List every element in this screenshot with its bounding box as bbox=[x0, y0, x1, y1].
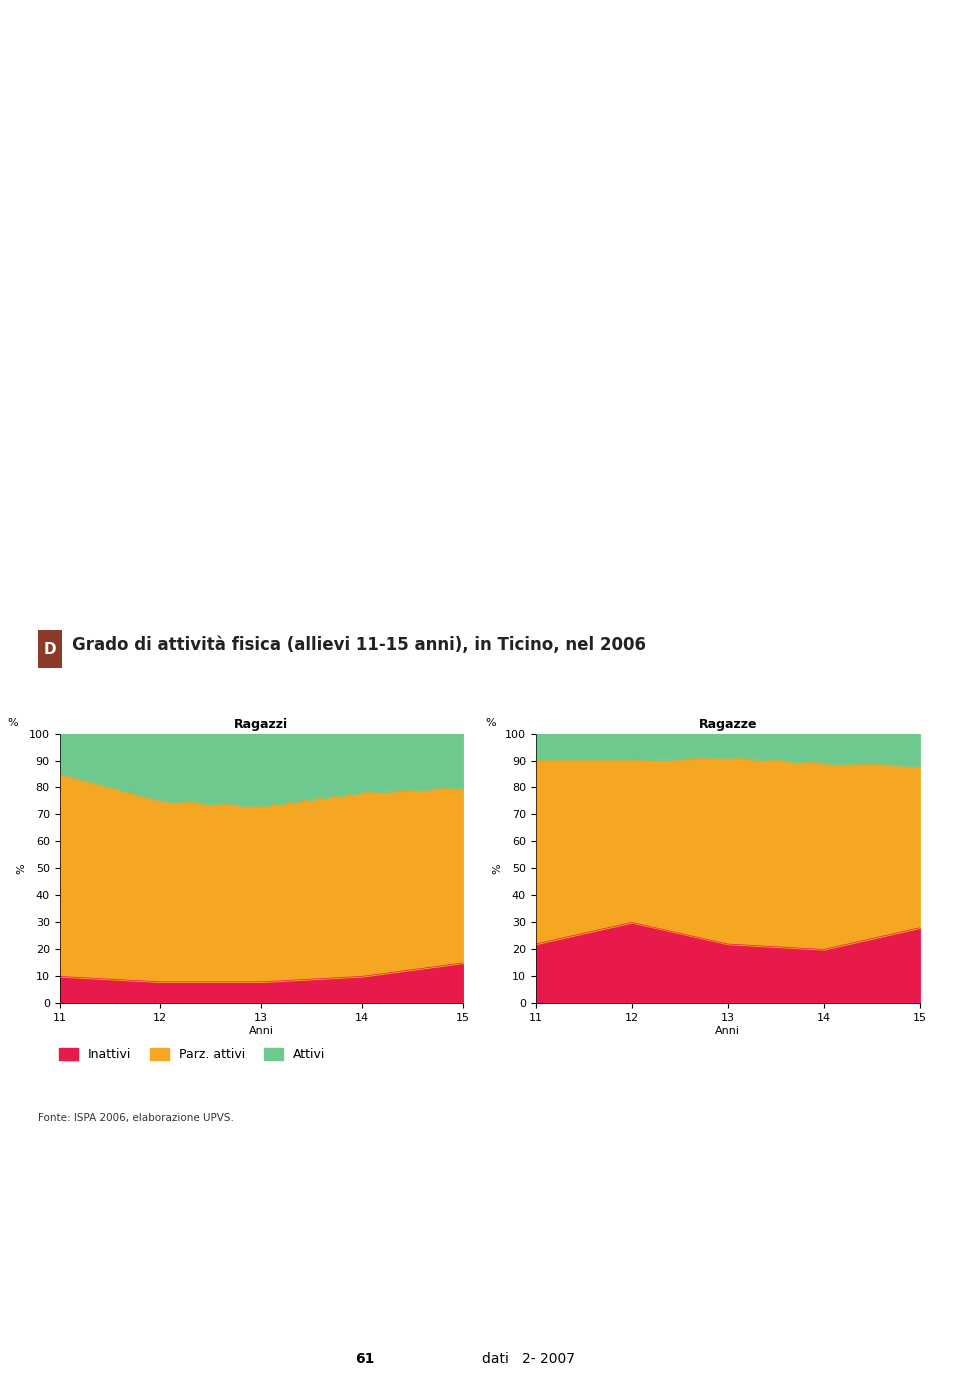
Text: %: % bbox=[7, 718, 17, 728]
Title: Ragazze: Ragazze bbox=[699, 718, 756, 731]
X-axis label: Anni: Anni bbox=[715, 1026, 740, 1035]
X-axis label: Anni: Anni bbox=[249, 1026, 274, 1035]
Legend: Inattivi, Parz. attivi, Attivi: Inattivi, Parz. attivi, Attivi bbox=[55, 1044, 330, 1066]
Title: Ragazzi: Ragazzi bbox=[234, 718, 288, 731]
Text: Grado di attività fisica (allievi 11-15 anni), in Ticino, nel 2006: Grado di attività fisica (allievi 11-15 … bbox=[72, 637, 646, 655]
Text: 61: 61 bbox=[355, 1352, 374, 1366]
Text: dati   2- 2007: dati 2- 2007 bbox=[482, 1352, 574, 1366]
Text: D: D bbox=[44, 642, 57, 656]
Y-axis label: %: % bbox=[492, 864, 502, 873]
Y-axis label: %: % bbox=[16, 864, 26, 873]
Text: %: % bbox=[486, 718, 496, 728]
Text: Fonte: ISPA 2006, elaborazione UPVS.: Fonte: ISPA 2006, elaborazione UPVS. bbox=[38, 1113, 234, 1122]
